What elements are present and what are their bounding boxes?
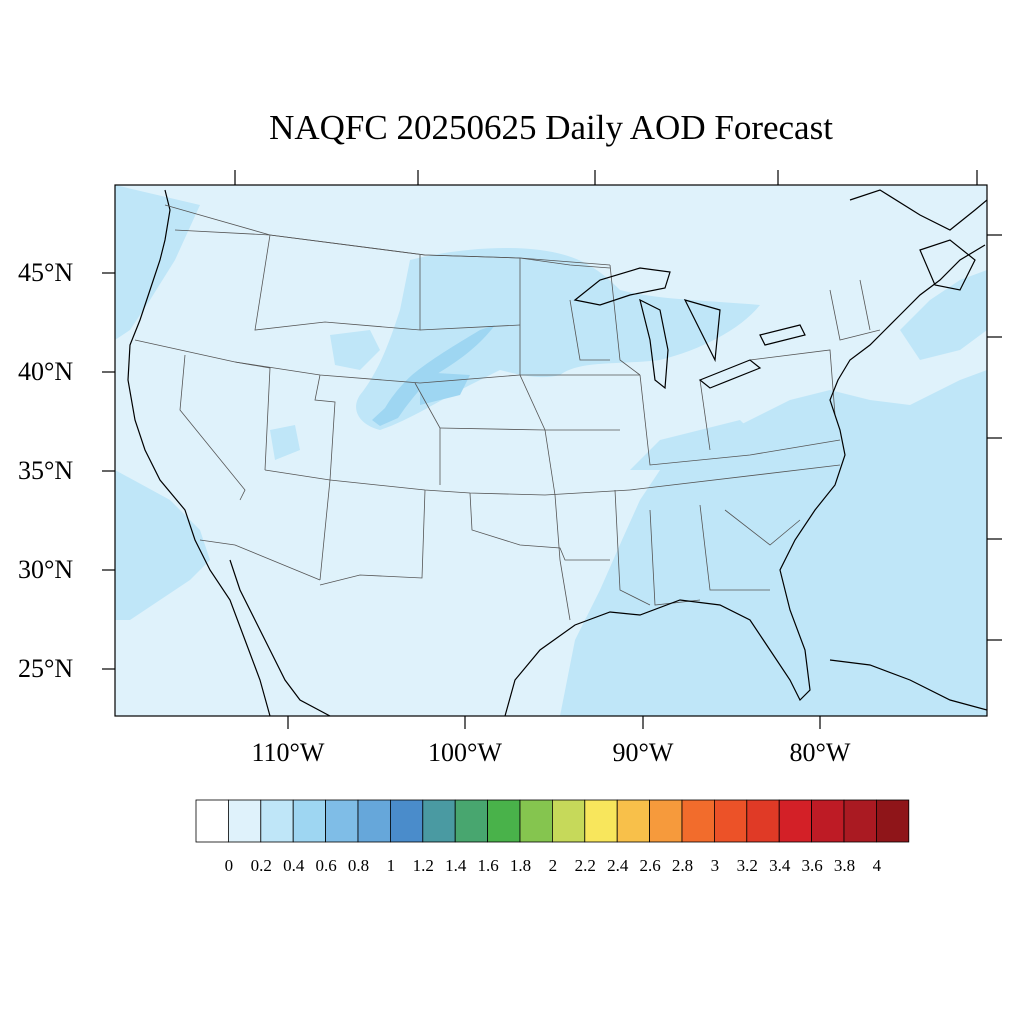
colorbar-tick-label: 1.8 — [509, 856, 532, 875]
colorbar-tick-label: 0.6 — [315, 856, 337, 875]
aod-region-utah — [270, 425, 300, 460]
canada-coast — [849, 189, 987, 231]
lat-label-40: 40°N — [18, 357, 74, 386]
colorbar-swatch — [260, 799, 294, 843]
colorbar-tick-label: 0 — [224, 856, 234, 875]
lat-label-45: 45°N — [18, 258, 74, 287]
aod-region-colorado — [330, 330, 380, 370]
canada-border — [164, 204, 611, 269]
colorbar-tick-label: 3 — [710, 856, 720, 875]
state-boundaries — [134, 229, 881, 621]
aod-region-southeast — [560, 370, 987, 716]
colorbar-tick-label: 1.4 — [445, 856, 467, 875]
aod-region-baja — [115, 470, 210, 620]
lon-label-80w: 80°W — [789, 738, 851, 767]
colorbar-swatch — [811, 799, 845, 843]
tick-marks — [102, 170, 1002, 729]
coastlines — [127, 189, 987, 716]
colorbar-swatch — [843, 799, 877, 843]
nova-scotia — [919, 239, 976, 291]
colorbar-tick-label: 3.4 — [769, 856, 791, 875]
colorbar-swatch — [681, 799, 715, 843]
lon-label-90w: 90°W — [612, 738, 674, 767]
colorbar-swatch — [389, 799, 424, 843]
lat-label-35: 35°N — [18, 456, 74, 485]
colorbar-tick-label: 2.6 — [639, 856, 661, 875]
colorbar-swatch — [357, 799, 391, 843]
aod-enhanced-regions — [115, 185, 987, 716]
colorbar-swatch — [519, 799, 553, 843]
great-lakes-michigan — [639, 298, 669, 390]
colorbar-tick-label: 0.2 — [250, 856, 272, 875]
map-title: NAQFC 20250625 Daily AOD Forecast — [269, 108, 833, 147]
colorbar-swatch — [325, 799, 359, 843]
colorbar-tick-label: 4 — [872, 856, 882, 875]
colorbar-swatch — [778, 799, 813, 843]
aod-region-northeast — [900, 270, 987, 360]
colorbar-swatch — [746, 799, 780, 843]
colorbar-swatch — [616, 799, 651, 843]
colorbar-tick-label: 3.2 — [736, 856, 758, 875]
gulf-coast — [504, 244, 986, 716]
colorbar-tick-label: 2.2 — [574, 856, 596, 875]
lat-label-30: 30°N — [18, 555, 74, 584]
colorbar-tick-label: 3.6 — [801, 856, 823, 875]
baja-peninsula — [229, 559, 331, 716]
lon-label-110w: 110°W — [251, 738, 325, 767]
colorbar-swatch — [487, 799, 521, 843]
aod-region-tennessee — [630, 420, 760, 470]
colorbar-tick-label: 2 — [548, 856, 558, 875]
colorbar-swatch — [876, 799, 910, 843]
colorbar — [195, 799, 910, 843]
lat-label-25: 25°N — [18, 654, 74, 683]
great-lakes-superior — [573, 267, 671, 306]
colorbar-tick-label: 0.4 — [283, 856, 305, 875]
colorbar-swatch — [454, 799, 489, 843]
colorbar-tick-label: 1.2 — [412, 856, 434, 875]
colorbar-tick-label: 0.8 — [347, 856, 370, 875]
colorbar-tick-label: 2.4 — [607, 856, 629, 875]
map-frame — [114, 184, 988, 717]
colorbar-swatch — [422, 799, 456, 843]
great-lakes-erie — [698, 359, 762, 389]
map-area — [115, 185, 987, 716]
colorbar-swatch — [649, 799, 683, 843]
aod-region-west-coast — [115, 185, 200, 340]
pacific-coast — [127, 189, 271, 716]
cuba — [829, 659, 987, 711]
colorbar-swatch — [552, 799, 586, 843]
colorbar-swatch — [195, 799, 229, 843]
colorbar-swatch — [292, 799, 327, 843]
colorbar-swatch — [227, 799, 262, 843]
colorbar-tick-label: 3.8 — [833, 856, 856, 875]
lon-label-100w: 100°W — [428, 738, 502, 767]
colorbar-tick-label: 1.6 — [477, 856, 499, 875]
colorbar-tick-label: 1 — [386, 856, 396, 875]
colorbar-tick-label: 2.8 — [671, 856, 694, 875]
colorbar-swatch — [584, 799, 618, 843]
great-lakes-ontario — [759, 324, 806, 346]
colorbar-swatch — [714, 799, 748, 843]
great-lakes-huron — [683, 299, 721, 363]
